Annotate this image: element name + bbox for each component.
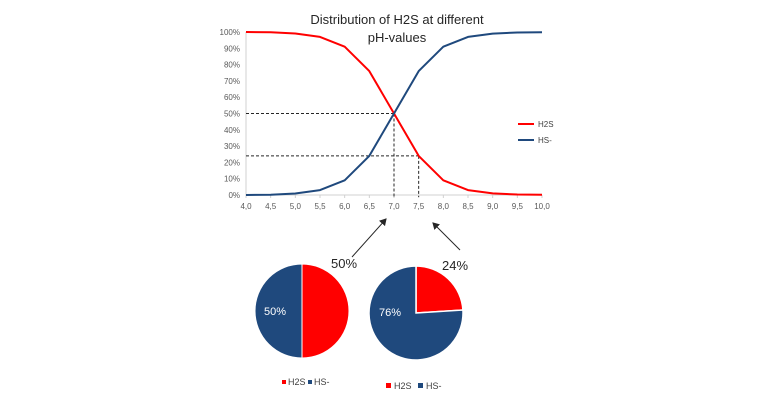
arrow-to-ph-7 bbox=[351, 218, 387, 258]
chart-title-line-2: pH-values bbox=[368, 30, 427, 45]
x-tick-label: 7,5 bbox=[413, 202, 425, 211]
x-tick-label: 8,0 bbox=[438, 202, 450, 211]
x-tick-labels: 4,0 4,5 5,0 5,5 6,0 6,5 7,0 7,5 8,0 8,5 9,0 9,5 10,0 bbox=[240, 195, 550, 211]
callout-label-ph7-5: 24% bbox=[442, 258, 468, 273]
chart-title-line-1: Distribution of H2S at different bbox=[310, 12, 484, 27]
x-tick-label: 10,0 bbox=[534, 202, 550, 211]
series-line-hs bbox=[245, 31, 543, 196]
pie-slice-h2s bbox=[301, 263, 350, 359]
pie-slice-hs bbox=[368, 265, 464, 361]
y-tick-label: 80% bbox=[224, 61, 240, 70]
y-tick-label: 0% bbox=[228, 191, 240, 200]
legend-label-h2s: H2S bbox=[538, 120, 554, 129]
pie-chart-ph7 bbox=[254, 263, 350, 359]
y-tick-label: 100% bbox=[220, 28, 240, 37]
pie2-legend-label-h2s: H2S bbox=[394, 381, 412, 391]
y-tick-label: 50% bbox=[224, 110, 240, 119]
x-tick-label: 4,0 bbox=[240, 202, 252, 211]
pie2-legend-swatch-h2s bbox=[386, 383, 391, 388]
pie2-inner-label: 76% bbox=[379, 307, 401, 319]
pie1-legend-swatch-hs bbox=[308, 380, 312, 384]
pie-slice-h2s bbox=[415, 265, 464, 314]
y-tick-label: 60% bbox=[224, 93, 240, 102]
line-legend: H2S HS- bbox=[518, 120, 554, 145]
x-tick-label: 9,0 bbox=[487, 202, 499, 211]
x-tick-label: 6,0 bbox=[339, 202, 351, 211]
pie2-legend: H2S HS- bbox=[386, 381, 442, 391]
y-tick-label: 20% bbox=[224, 158, 240, 167]
pie-chart-ph7-5 bbox=[368, 265, 464, 361]
x-tick-label: 8,5 bbox=[462, 202, 474, 211]
reference-lines bbox=[246, 113, 420, 197]
x-tick-label: 6,5 bbox=[364, 202, 376, 211]
pie1-legend-swatch-h2s bbox=[282, 380, 286, 384]
x-tick-label: 5,0 bbox=[290, 202, 302, 211]
legend-label-hs: HS- bbox=[538, 136, 552, 145]
pie1-legend-label-hs: HS- bbox=[314, 377, 330, 387]
y-tick-label: 90% bbox=[224, 44, 240, 53]
arrow-to-ph-7-5 bbox=[432, 222, 461, 251]
pie-slice-hs bbox=[254, 263, 303, 359]
pie2-legend-swatch-hs bbox=[418, 383, 423, 388]
y-tick-label: 70% bbox=[224, 77, 240, 86]
pie1-legend-label-h2s: H2S bbox=[288, 377, 306, 387]
callout-label-ph7: 50% bbox=[331, 256, 357, 271]
pie1-inner-label: 50% bbox=[264, 306, 286, 318]
series-lines bbox=[245, 31, 543, 196]
pie1-legend: H2S HS- bbox=[282, 377, 330, 387]
x-tick-label: 5,5 bbox=[314, 202, 326, 211]
y-tick-label: 40% bbox=[224, 126, 240, 135]
x-tick-label: 4,5 bbox=[265, 202, 277, 211]
y-tick-label: 10% bbox=[224, 175, 240, 184]
x-tick-label: 9,5 bbox=[512, 202, 524, 211]
y-tick-labels: 0% 10% 20% 30% 40% 50% 60% 70% 80% 90% 100% bbox=[220, 28, 240, 200]
pie2-legend-label-hs: HS- bbox=[426, 381, 442, 391]
x-tick-label: 7,0 bbox=[388, 202, 400, 211]
y-tick-label: 30% bbox=[224, 142, 240, 151]
